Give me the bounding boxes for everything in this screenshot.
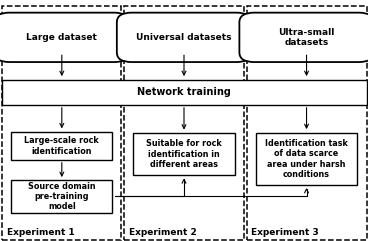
FancyBboxPatch shape bbox=[256, 133, 357, 185]
Text: Identification task
of data scarce
area under harsh
conditions: Identification task of data scarce area … bbox=[265, 139, 348, 179]
Text: Experiment 2: Experiment 2 bbox=[129, 228, 197, 237]
FancyBboxPatch shape bbox=[117, 13, 251, 62]
Text: Large-scale rock
identification: Large-scale rock identification bbox=[24, 136, 99, 155]
FancyBboxPatch shape bbox=[0, 13, 129, 62]
Text: Source domain
pre-training
model: Source domain pre-training model bbox=[28, 181, 96, 211]
Text: Network training: Network training bbox=[137, 87, 231, 97]
Text: Experiment 1: Experiment 1 bbox=[7, 228, 74, 237]
FancyBboxPatch shape bbox=[133, 133, 235, 175]
Text: Large dataset: Large dataset bbox=[26, 33, 97, 42]
FancyBboxPatch shape bbox=[11, 180, 113, 213]
Text: Universal datasets: Universal datasets bbox=[136, 33, 232, 42]
FancyBboxPatch shape bbox=[11, 132, 113, 160]
Text: Experiment 3: Experiment 3 bbox=[251, 228, 319, 237]
Text: Suitable for rock
identification in
different areas: Suitable for rock identification in diff… bbox=[146, 139, 222, 169]
FancyBboxPatch shape bbox=[2, 80, 367, 105]
Text: Ultra-small
datasets: Ultra-small datasets bbox=[278, 28, 335, 47]
FancyBboxPatch shape bbox=[239, 13, 368, 62]
